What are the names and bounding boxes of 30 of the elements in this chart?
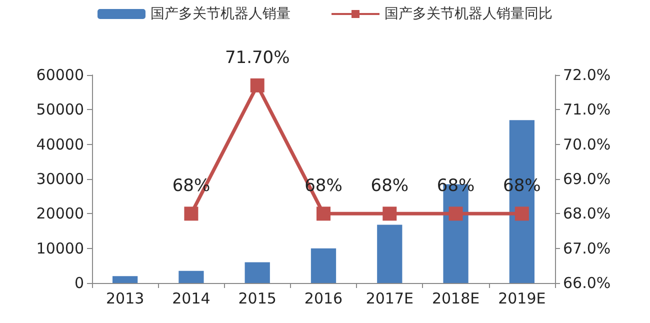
x-tick-label: 2015 — [238, 290, 276, 308]
y2-tick-label: 70.0% — [563, 135, 611, 154]
data-label: 68% — [370, 176, 409, 196]
y-tick-label: 0 — [74, 274, 84, 292]
x-tick-label: 2014 — [172, 290, 210, 308]
y2-tick-label: 71.0% — [563, 100, 611, 119]
y2-tick-label: 67.0% — [563, 239, 611, 258]
x-tick-label: 2016 — [304, 290, 343, 308]
y-tick-label: 50000 — [36, 100, 84, 119]
x-tick-label: 2013 — [106, 290, 144, 308]
bar — [178, 270, 204, 283]
y2-tick-label: 69.0% — [563, 170, 611, 188]
y2-tick-label: 72.0% — [563, 66, 611, 84]
x-tick-label: 2019E — [498, 290, 546, 308]
bar — [377, 224, 402, 283]
bar — [112, 276, 138, 283]
y-tick-label: 10000 — [36, 239, 84, 258]
x-tick-label: 2017E — [366, 290, 414, 308]
y-tick-label: 40000 — [36, 135, 84, 154]
x-tick-label: 2018E — [432, 290, 480, 308]
bar — [310, 248, 336, 283]
data-label: 71.70% — [224, 48, 290, 68]
bar — [244, 262, 270, 283]
y2-tick-label: 66.0% — [563, 274, 611, 292]
y-tick-label: 30000 — [36, 170, 84, 188]
legend-label: 国产多关节机器人销量 — [150, 6, 290, 22]
y-tick-label: 20000 — [36, 204, 84, 223]
y-tick-label: 60000 — [36, 66, 84, 84]
y2-tick-label: 68.0% — [563, 204, 611, 223]
legend-label: 国产多关节机器人销量同比 — [384, 6, 552, 22]
